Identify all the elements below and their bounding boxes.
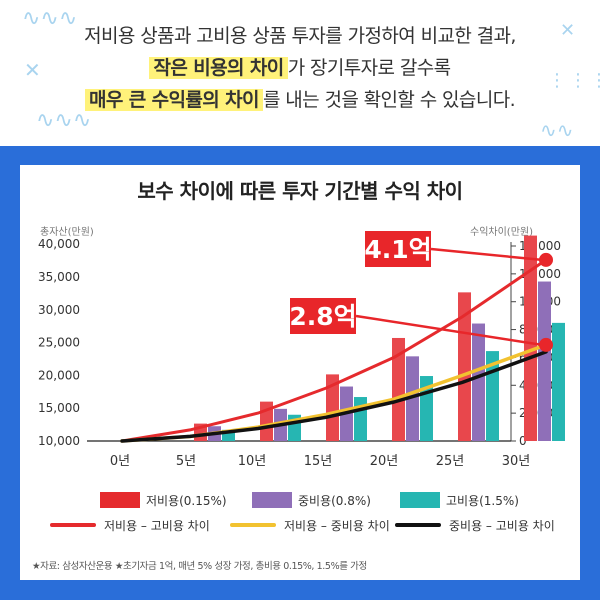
legend-item-low-mid-diff: 저비용 – 중비용 차이 [230,515,390,535]
x-tick-label: 0년 [110,454,130,469]
legend-label-high-cost: 고비용(1.5%) [446,493,519,508]
bar-low-cost [392,337,405,441]
bar-low-cost [524,235,537,441]
left-tick-label: 40,000 [38,237,80,251]
callout-box-low-high [365,231,431,267]
bar-mid-cost [406,356,419,441]
bar-mid-cost [538,281,551,441]
callout-leader-low-high [430,247,543,262]
decoration-zigzag: ∿∿∿ [36,108,92,133]
headline-line-2-rest: 가 장기투자로 갈수록 [287,57,451,79]
decoration-cross: ✕ [560,20,576,41]
legend-item-mid-cost: 중비용(0.8%) [252,490,371,510]
x-tick-label: 15년 [304,454,333,469]
source-note: ★자료: 삼성자산운용 ★초기자금 1억, 매년 5% 성장 가정, 총비용 0… [32,561,367,572]
line-low-high-diff [120,258,548,443]
chart-plot: 총자산(만원) 수익차이(만원) 10,000 15,000 20,000 25,000 3… [38,226,565,469]
bar-low-cost [458,292,471,441]
legend-item-low-cost: 저비용(0.15%) [100,490,227,510]
bar-low-cost [326,374,339,441]
legend-item-low-high-diff: 저비용 – 고비용 차이 [50,515,210,535]
right-tick-label: 0 [519,434,527,448]
headline: 저비용 상품과 고비용 상품 투자를 가정하여 비교한 결과, 작은 비용의 차… [20,20,580,116]
highlight-large-return-difference: 매우 큰 수익률의 차이 [84,89,263,111]
callout-label-low-high: 4.1억 [364,235,431,264]
left-tick-label: 35,000 [38,270,80,284]
left-tick-label: 30,000 [38,303,80,317]
marker-low-high-end [539,252,553,267]
legend-bars: 저비용(0.15%) 중비용(0.8%) 고비용(1.5%) [20,490,580,510]
headline-line-3: 매우 큰 수익률의 차이 를 내는 것을 확인할 수 있습니다. [20,84,580,116]
bar-high-cost [552,322,565,441]
left-axis-title: 총자산(만원) [40,226,94,238]
legend-item-high-cost: 고비용(1.5%) [400,490,519,510]
header-section: ∿∿∿ ✕ ∿∿∿ ✕ ⋮⋮⋮ ∿∿ 저비용 상품과 고비용 상품 투자를 가정… [0,0,600,145]
bar-mid-cost [472,323,485,441]
headline-line-1: 저비용 상품과 고비용 상품 투자를 가정하여 비교한 결과, [84,25,516,47]
legend-swatch-low-mid-diff [230,523,276,527]
marker-low-mid-end [539,337,553,352]
legend-label-mid-high-diff: 중비용 – 고비용 차이 [449,518,555,533]
highlight-small-cost-difference: 작은 비용의 차이 [149,57,288,79]
x-tick-label: 30년 [502,454,531,469]
legend-swatch-low-cost [100,492,140,508]
bar-high-cost [222,429,235,441]
line-mid-high-diff [120,350,548,443]
x-tick-label: 25년 [436,454,465,469]
legend-swatch-high-cost [400,492,440,508]
chart-title: 보수 차이에 따른 투자 기간별 수익 차이 [137,179,463,203]
left-tick-label: 15,000 [38,401,80,415]
left-tick-label: 25,000 [38,336,80,350]
x-tick-label: 5년 [176,454,196,469]
legend-label-low-mid-diff: 저비용 – 중비용 차이 [284,518,390,533]
legend-label-low-cost: 저비용(0.15%) [146,493,227,508]
bar-high-cost [354,397,367,441]
decoration-zigzag: ∿∿∿ [22,6,78,31]
legend-lines: 저비용 – 고비용 차이 저비용 – 중비용 차이 중비용 – 고비용 차이 [20,515,580,535]
headline-line-2: 작은 비용의 차이 가 장기투자로 갈수록 [20,52,580,84]
left-tick-label: 20,000 [38,368,80,382]
chart-card: 보수 차이에 따른 투자 기간별 수익 차이 총자산(만원) 수익차이(만원) 10… [20,165,580,580]
callout-box-low-mid [290,298,356,334]
legend-item-mid-high-diff: 중비용 – 고비용 차이 [395,515,555,535]
legend-label-mid-cost: 중비용(0.8%) [298,493,371,508]
decoration-cross: ✕ [24,58,41,82]
headline-line-3-rest: 를 내는 것을 확인할 수 있습니다. [262,89,516,111]
callout-label-low-mid: 2.8억 [289,302,356,331]
callout-leader-low-mid [355,314,543,347]
decoration-dots: ⋮⋮⋮ [548,70,600,91]
decoration-zigzag: ∿∿ [540,118,574,142]
x-tick-label: 20년 [370,454,399,469]
legend-label-low-high-diff: 저비용 – 고비용 차이 [104,518,210,533]
legend-swatch-low-high-diff [50,523,96,527]
left-tick-label: 10,000 [38,434,80,448]
x-tick-label: 10년 [238,454,267,469]
legend-swatch-mid-cost [252,492,292,508]
right-axis-title: 수익차이(만원) [470,226,533,238]
legend-swatch-mid-high-diff [395,523,441,527]
